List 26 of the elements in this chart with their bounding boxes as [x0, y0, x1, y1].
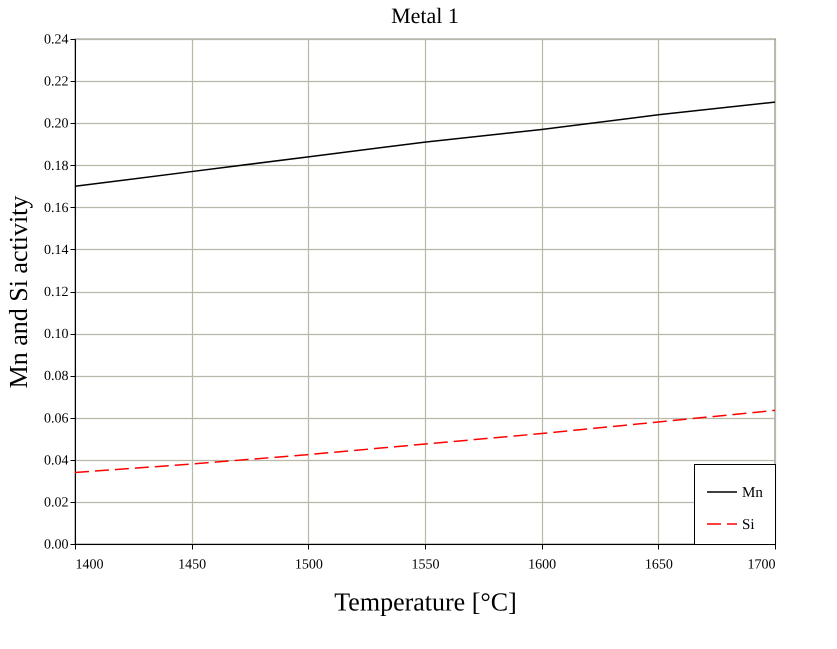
y-tick-label: 0.24	[44, 32, 68, 48]
y-tick-label: 0.22	[44, 74, 68, 90]
chart-title: Metal 1	[391, 3, 459, 28]
x-tick-label: 1550	[412, 558, 440, 572]
y-tick-label: 0.16	[44, 200, 68, 216]
y-tick-label: 0.00	[44, 538, 68, 552]
x-tick-label: 1450	[178, 558, 206, 572]
y-tick-label: 0.06	[44, 411, 68, 426]
y-tick-label: 0.12	[44, 285, 68, 300]
x-tick-label: 1650	[644, 558, 673, 572]
y-tick-label: 0.10	[44, 327, 68, 342]
y-tick-label: 0.18	[44, 158, 68, 174]
legend-label: Si	[742, 517, 755, 533]
x-tick-label: 1600	[528, 558, 556, 572]
x-tick-label: 1700	[748, 558, 776, 572]
y-tick-label: 0.02	[44, 495, 68, 510]
x-axis-title: Temperature [°C]	[334, 588, 517, 616]
legend-label: Mn	[742, 485, 764, 501]
x-tick-label: 1400	[76, 558, 104, 572]
y-tick-label: 0.14	[44, 242, 68, 258]
line-series	[74, 410, 776, 474]
x-tick-label: 1500	[294, 558, 323, 572]
y-tick-label: 0.04	[44, 453, 68, 468]
y-axis-title: Mn and Si activity	[4, 196, 33, 388]
y-tick-label: 0.08	[44, 369, 68, 384]
y-tick-label: 0.20	[44, 116, 68, 132]
